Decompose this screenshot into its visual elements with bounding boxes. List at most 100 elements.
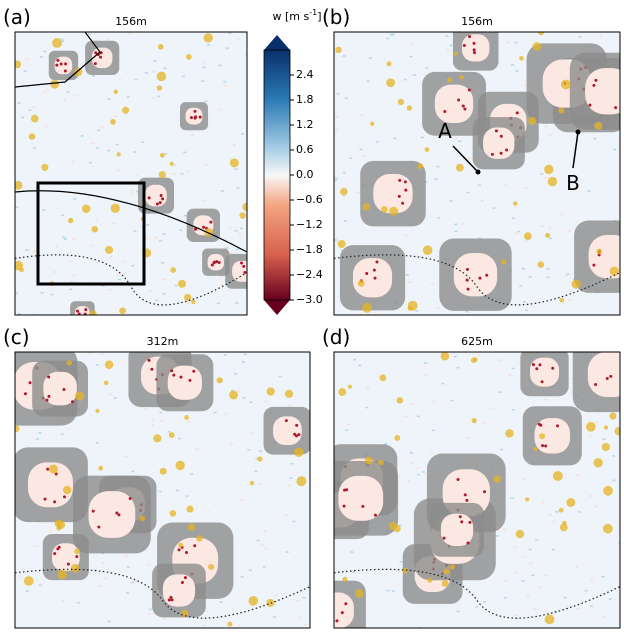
updraft — [472, 48, 476, 52]
noise — [514, 41, 518, 44]
noise — [508, 374, 512, 377]
cloud-core — [440, 513, 474, 546]
precip-dot — [407, 305, 413, 311]
noise — [568, 290, 572, 292]
noise — [274, 594, 278, 597]
updraft — [193, 109, 197, 113]
updraft — [555, 424, 559, 428]
precip-dot — [593, 458, 603, 468]
precip-dot — [427, 577, 433, 583]
cloud-core — [75, 306, 90, 315]
precip-dot — [105, 245, 114, 254]
precip-dot — [169, 510, 177, 517]
noise — [162, 233, 166, 235]
noise — [204, 610, 208, 612]
noise — [151, 97, 155, 99]
noise — [76, 601, 80, 604]
updraft — [284, 419, 288, 423]
noise — [365, 406, 369, 409]
noise — [589, 605, 593, 607]
noise — [25, 58, 29, 60]
precip-dot — [393, 524, 401, 533]
noise — [242, 397, 246, 399]
noise — [510, 497, 514, 499]
noise — [237, 624, 241, 627]
updraft — [77, 312, 81, 315]
noise — [499, 448, 503, 451]
noise — [432, 400, 436, 403]
noise — [566, 273, 570, 275]
panel-frame — [14, 31, 248, 316]
updraft — [375, 260, 379, 264]
noise — [336, 93, 340, 95]
updraft — [456, 478, 460, 482]
precip-dot — [15, 180, 23, 190]
noise — [155, 299, 159, 302]
noise — [334, 129, 338, 131]
precip-dot — [602, 523, 613, 534]
noise — [481, 199, 485, 202]
precip-dot — [515, 529, 525, 539]
noise — [360, 114, 364, 116]
noise — [174, 284, 178, 287]
updraft — [372, 268, 376, 272]
noise — [256, 539, 260, 542]
noise — [302, 597, 306, 599]
updraft — [193, 116, 197, 120]
noise — [60, 38, 64, 41]
noise — [44, 125, 48, 128]
updraft — [322, 596, 325, 599]
noise — [235, 302, 239, 304]
noise — [230, 443, 234, 445]
noise — [61, 214, 65, 217]
noise — [18, 575, 22, 577]
noise — [574, 185, 578, 188]
noise — [72, 274, 76, 277]
precip-dot — [168, 432, 175, 438]
noise — [478, 237, 482, 240]
noise — [466, 437, 470, 439]
noise — [71, 161, 75, 163]
precip-dot — [81, 204, 91, 214]
noise — [167, 431, 171, 433]
noise — [450, 399, 454, 402]
noise — [262, 566, 266, 568]
precip-dot — [28, 133, 36, 140]
updraft — [463, 493, 467, 497]
noise — [528, 548, 532, 551]
noise — [541, 501, 545, 504]
noise — [453, 355, 457, 358]
precip-dot — [559, 297, 565, 303]
noise — [148, 290, 152, 292]
precip-dot — [513, 201, 518, 206]
noise — [477, 354, 481, 356]
precip-dot — [15, 260, 24, 271]
noise — [466, 191, 470, 194]
noise — [523, 84, 527, 87]
precip-dot — [402, 567, 408, 574]
cloud-core — [27, 462, 73, 508]
noise — [513, 614, 517, 617]
noise — [430, 283, 434, 286]
noise — [236, 389, 240, 392]
tick-label: 2.4 — [296, 68, 314, 81]
noise — [183, 215, 187, 217]
noise — [587, 190, 591, 192]
updraft — [147, 358, 151, 362]
noise — [384, 443, 388, 445]
noise — [63, 238, 67, 240]
noise — [17, 102, 21, 104]
noise — [133, 230, 137, 232]
precip-dot — [362, 203, 370, 211]
precip-dot — [156, 85, 163, 91]
noise — [467, 157, 471, 160]
noise — [502, 528, 506, 531]
updraft — [467, 88, 471, 92]
noise — [489, 407, 493, 410]
precip-dot — [266, 598, 275, 607]
noise — [461, 222, 465, 225]
updraft — [401, 201, 405, 205]
noise — [408, 281, 412, 283]
noise — [159, 411, 163, 414]
